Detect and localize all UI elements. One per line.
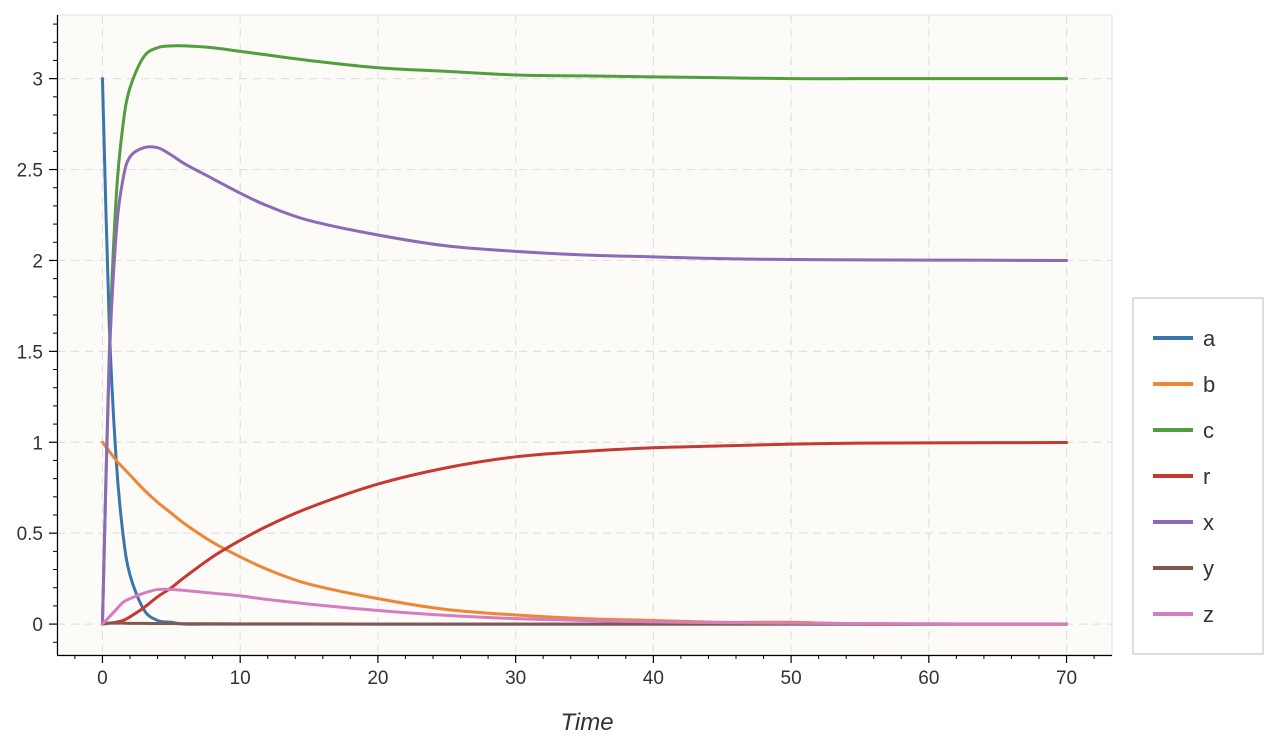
y-tick-label: 2.5 <box>17 161 43 182</box>
legend-box <box>1132 297 1264 655</box>
x-tick-label: 0 <box>97 668 108 689</box>
series-lines <box>100 44 1069 626</box>
y-tick-label: 0.5 <box>17 524 43 545</box>
axes: 0 10 20 30 40 50 60 70 0 0.5 1 1.5 2 2.5 3 <box>17 15 1112 689</box>
series-line-c <box>100 44 1069 626</box>
legend-label-y: y <box>1203 556 1214 581</box>
grid <box>57 15 1112 655</box>
x-tick-label: 20 <box>367 668 388 689</box>
y-tick-label: 2 <box>32 251 43 272</box>
x-tick-label: 40 <box>643 668 664 689</box>
y-tick-label: 3 <box>32 70 43 91</box>
series-line-z <box>100 587 1069 626</box>
x-tick-label: 10 <box>230 668 251 689</box>
x-tick-label: 60 <box>918 668 939 689</box>
y-tick-label: 1.5 <box>17 342 43 363</box>
legend-label-c: c <box>1203 418 1214 443</box>
legend-label-x: x <box>1203 510 1214 535</box>
x-tick-label: 70 <box>1056 668 1077 689</box>
legend-label-z: z <box>1203 602 1214 627</box>
legend-label-b: b <box>1203 372 1215 397</box>
legend-label-r: r <box>1203 464 1210 489</box>
x-axis-title: Time <box>560 709 613 736</box>
series-line-r <box>100 440 1069 626</box>
x-tick-label: 30 <box>505 668 526 689</box>
y-tick-label: 1 <box>32 433 43 454</box>
series-line-x <box>100 145 1069 626</box>
y-tick-label: 0 <box>32 615 43 636</box>
x-tick-label: 50 <box>781 668 802 689</box>
legend-label-a: a <box>1203 326 1216 351</box>
plot-area <box>56 14 1113 656</box>
